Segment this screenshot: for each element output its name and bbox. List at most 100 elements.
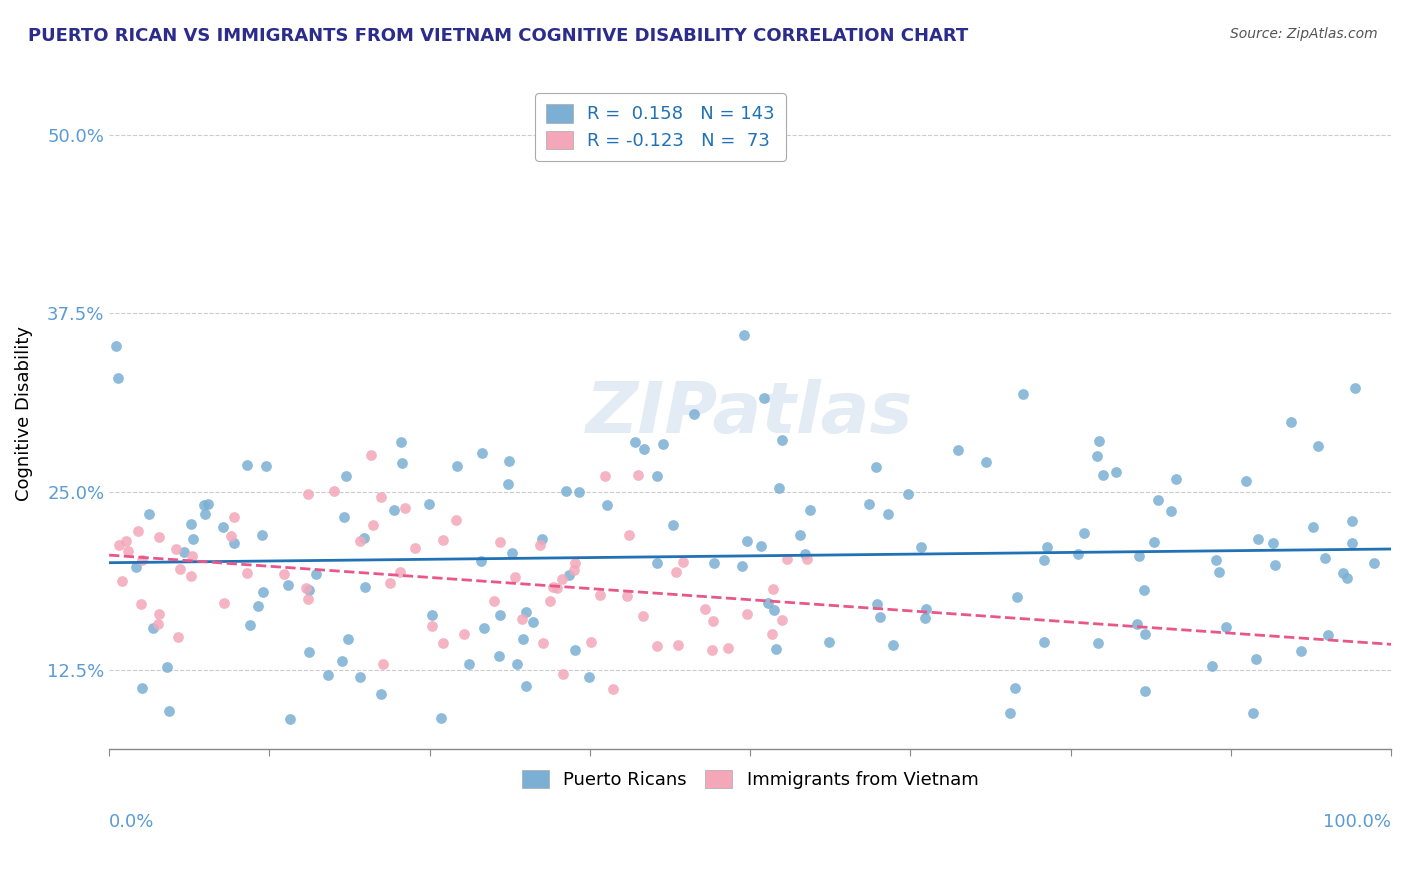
Point [763,603,786,617]
Point [224,535,246,549]
Point [770,613,793,627]
Point [420,607,443,622]
Legend: Puerto Ricans, Immigrants from Vietnam: Puerto Ricans, Immigrants from Vietnam [510,759,990,800]
Point [156,660,179,674]
Point [651,437,673,451]
Point [662,517,685,532]
Point [277,577,299,591]
Point [501,546,523,560]
Point [749,539,772,553]
Point [515,679,537,693]
Point [1036,540,1059,554]
Point [446,459,468,474]
Point [273,566,295,581]
Point [551,572,574,586]
Point [702,615,724,629]
Point [589,588,612,602]
Point [165,542,187,557]
Point [733,327,755,342]
Point [1088,434,1111,449]
Point [1066,547,1088,561]
Point [131,681,153,695]
Point [869,610,891,624]
Point [124,560,146,574]
Point [596,499,619,513]
Point [731,558,754,573]
Point [1126,616,1149,631]
Point [761,627,783,641]
Point [316,668,339,682]
Point [489,534,512,549]
Point [1032,552,1054,566]
Point [882,638,904,652]
Point [645,639,668,653]
Point [420,618,443,632]
Point [593,469,616,483]
Y-axis label: Cognitive Disability: Cognitive Disability [15,326,32,500]
Point [551,666,574,681]
Point [624,435,647,450]
Point [645,468,668,483]
Point [910,540,932,554]
Point [1244,652,1267,666]
Point [254,459,277,474]
Point [1087,636,1109,650]
Point [252,584,274,599]
Point [180,569,202,583]
Point [323,483,346,498]
Point [1261,536,1284,550]
Point [578,670,600,684]
Point [453,627,475,641]
Point [127,524,149,539]
Point [146,616,169,631]
Point [219,529,242,543]
Point [239,617,262,632]
Point [865,598,887,612]
Point [1279,415,1302,429]
Point [1201,659,1223,673]
Point [799,503,821,517]
Point [541,580,564,594]
Point [488,649,510,664]
Point [371,657,394,671]
Point [756,596,779,610]
Point [762,582,785,597]
Point [529,538,551,552]
Point [335,469,357,483]
Point [349,670,371,684]
Point [693,601,716,615]
Point [297,486,319,500]
Point [1004,681,1026,696]
Point [444,513,467,527]
Point [432,636,454,650]
Point [498,454,520,468]
Point [129,597,152,611]
Point [167,630,190,644]
Point [703,556,725,570]
Point [169,562,191,576]
Point [378,575,401,590]
Point [531,636,554,650]
Point [458,657,481,671]
Point [702,642,724,657]
Point [394,501,416,516]
Point [236,458,259,473]
Point [252,527,274,541]
Point [157,704,180,718]
Point [752,392,775,406]
Point [496,477,519,491]
Point [1264,558,1286,572]
Point [665,565,688,579]
Point [789,527,811,541]
Point [1073,526,1095,541]
Point [107,371,129,385]
Point [579,635,602,649]
Point [1087,449,1109,463]
Point [510,612,533,626]
Point [1306,439,1329,453]
Point [482,594,505,608]
Point [914,611,936,625]
Point [619,528,641,542]
Point [278,712,301,726]
Point [633,609,655,624]
